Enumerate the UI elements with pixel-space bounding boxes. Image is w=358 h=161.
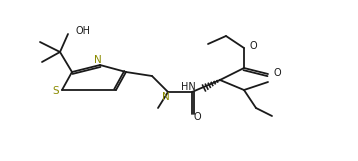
Text: O: O: [249, 41, 257, 51]
Text: OH: OH: [75, 26, 90, 36]
Text: O: O: [274, 68, 282, 78]
Text: HN: HN: [181, 82, 196, 92]
Text: S: S: [53, 86, 59, 96]
Text: N: N: [94, 55, 102, 65]
Text: N: N: [162, 92, 170, 102]
Text: O: O: [193, 112, 201, 122]
